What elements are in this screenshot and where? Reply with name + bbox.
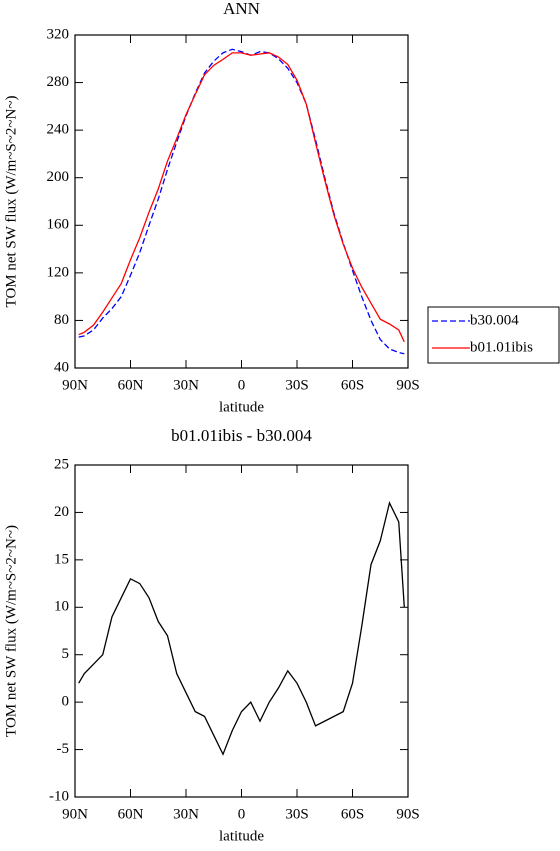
x-tick-label: 60S [341, 377, 364, 393]
y-tick-label: 280 [47, 74, 70, 90]
legend-label: b01.01ibis [470, 339, 533, 355]
x-tick-label: 90N [62, 377, 88, 393]
y-tick-label: 120 [47, 264, 70, 280]
x-tick-label: 30N [173, 377, 199, 393]
x-tick-label: 0 [238, 806, 246, 822]
legend-label: b30.004 [470, 312, 519, 328]
chart-title: ANN [223, 0, 260, 18]
line [78, 501, 405, 756]
y-axis-label: TOM net SW flux (W/m~S~2~N~) [3, 96, 19, 308]
line [78, 48, 405, 355]
legend-box [427, 306, 560, 364]
line [78, 52, 405, 343]
y-tick-label: 240 [47, 122, 70, 138]
y-tick-label: 10 [54, 599, 69, 615]
x-tick-label: 30S [285, 377, 308, 393]
y-axis-label: TOM net SW flux (W/m~S~2~N~) [3, 525, 19, 737]
x-tick-label: 90S [396, 377, 419, 393]
y-tick-label: 0 [62, 694, 70, 710]
x-tick-label: 60N [118, 806, 144, 822]
y-tick-label: 15 [54, 551, 69, 567]
x-tick-label: 90N [62, 806, 88, 822]
x-axis-label: latitude [219, 828, 264, 844]
x-tick-label: 30N [173, 806, 199, 822]
y-tick-label: 320 [47, 26, 70, 42]
y-tick-label: 25 [54, 456, 69, 472]
x-tick-label: 30S [285, 806, 308, 822]
y-tick-label: 5 [62, 646, 70, 662]
x-tick-label: 0 [238, 377, 246, 393]
y-tick-label: 40 [54, 359, 69, 375]
y-tick-label: 20 [54, 504, 69, 520]
chart-title: b01.01ibis - b30.004 [171, 426, 312, 445]
plot-frame [74, 464, 409, 798]
y-tick-label: 160 [47, 217, 70, 233]
x-tick-label: 90S [396, 806, 419, 822]
y-tick-label: -10 [49, 788, 69, 804]
y-tick-label: -5 [57, 741, 70, 757]
x-axis-label: latitude [219, 399, 264, 415]
x-tick-label: 60N [118, 377, 144, 393]
x-tick-label: 60S [341, 806, 364, 822]
plot-frame [74, 34, 409, 369]
y-tick-label: 200 [47, 169, 70, 185]
y-tick-label: 80 [54, 312, 69, 328]
